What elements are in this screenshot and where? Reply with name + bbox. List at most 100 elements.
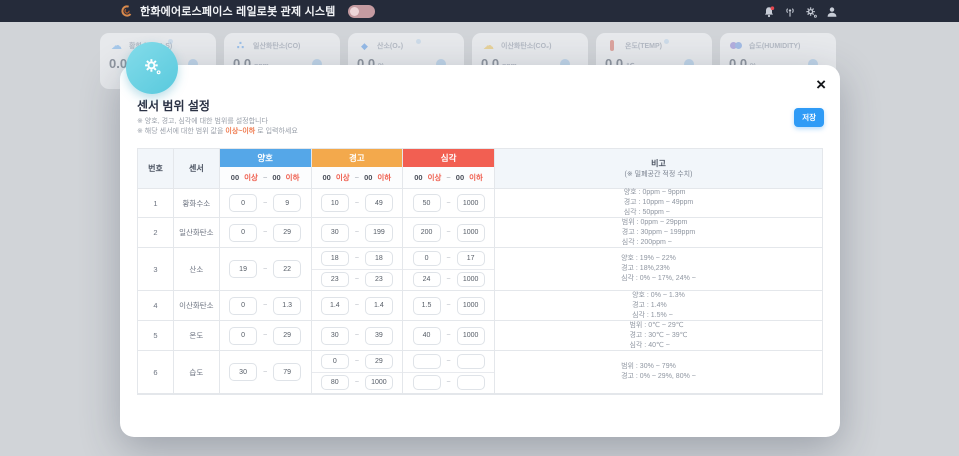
- warn-max-input[interactable]: [364, 250, 393, 266]
- row-number: 4: [138, 291, 174, 321]
- warn-subheader: 00 이상 ~ 00 이하: [311, 166, 403, 188]
- severe-min-input[interactable]: [412, 296, 441, 315]
- row-number: 3: [138, 248, 174, 291]
- warn-max-input[interactable]: [364, 296, 393, 315]
- toggle-knob: [349, 6, 359, 16]
- warn-min-input[interactable]: [320, 353, 349, 369]
- good-band: 양호: [219, 149, 311, 167]
- col-header-warn: 경고 00 이상 ~ 00 이하: [311, 149, 404, 189]
- warn-max-input[interactable]: [364, 353, 393, 369]
- row-number: 1: [138, 189, 174, 218]
- warn-band: 경고: [311, 149, 403, 167]
- header-toggle[interactable]: [347, 4, 375, 18]
- card-label: 습도(HUMIDITY): [749, 43, 801, 50]
- severe-max-input[interactable]: [456, 296, 485, 315]
- gear-icon: [143, 57, 161, 80]
- remark-cell: 양호 : 19% ~ 22% 경고 : 18%,23% 심각 : 0% ~ 17%,…: [494, 248, 822, 291]
- severe-min-input[interactable]: [412, 223, 441, 242]
- severe-subheader: 00 이상 ~ 00 이하: [403, 166, 494, 188]
- severe-max-input[interactable]: [456, 326, 485, 345]
- row-number: 6: [138, 351, 174, 394]
- bell-icon[interactable]: [763, 5, 775, 18]
- col-header-severe: 심각 00 이상 ~ 00 이하: [403, 149, 495, 189]
- good-subheader: 00 이상 ~ 00 이하: [219, 166, 311, 188]
- severe-min-input[interactable]: [412, 375, 441, 391]
- thermometer-icon: [605, 40, 620, 52]
- good-min-input[interactable]: [229, 326, 258, 345]
- sensor-name: 이산화탄소: [173, 291, 220, 321]
- good-min-input[interactable]: [229, 194, 258, 212]
- save-button[interactable]: 저장: [794, 108, 824, 127]
- warn-max-input[interactable]: [364, 272, 393, 288]
- severe-double-cell: ~ ~: [403, 248, 495, 291]
- diamond-icon: ◆: [361, 41, 368, 51]
- good-max-input[interactable]: [273, 223, 302, 242]
- severe-band: 심각: [403, 149, 494, 167]
- remark-cell: 양호 : 0% ~ 1.3% 경고 : 1.4% 심각 : 1.5% ~: [494, 291, 822, 321]
- settings-fab-button[interactable]: [126, 42, 178, 94]
- card-label: 산소(O₂): [377, 43, 404, 50]
- warn-min-input[interactable]: [320, 375, 349, 391]
- close-icon[interactable]: ×: [816, 75, 826, 94]
- good-min-input[interactable]: [229, 260, 258, 278]
- card-value: 0.0: [109, 56, 128, 71]
- severe-min-input[interactable]: [412, 326, 441, 345]
- severe-double-cell: ~ ~: [403, 351, 495, 394]
- app-title: 한화에어로스페이스 레일로봇 관제 시스템: [140, 6, 336, 18]
- good-max-input[interactable]: [273, 260, 302, 278]
- good-max-input[interactable]: [273, 363, 302, 381]
- severe-max-input[interactable]: [456, 272, 485, 288]
- warn-min-input[interactable]: [320, 250, 349, 266]
- severe-max-input[interactable]: [456, 353, 485, 369]
- table-row: 3 산소 ~ ~ ~ ~ ~ 양호 : 19% ~ 22%경고 : 18%,23…: [138, 248, 822, 291]
- severe-min-input[interactable]: [412, 250, 441, 266]
- antenna-icon[interactable]: [784, 5, 796, 17]
- sensor-range-table: 번호 센서 양호 00 이상 ~ 00 이하 경고 00 이상 ~ 00 이하 심각: [137, 148, 823, 395]
- molecule-icon: ∴: [236, 40, 245, 52]
- humidity-icon: [729, 40, 744, 52]
- sensor-name: 일산화탄소: [173, 218, 220, 248]
- user-icon[interactable]: [826, 5, 838, 17]
- warn-max-input[interactable]: [364, 194, 393, 212]
- col-header-good: 양호 00 이상 ~ 00 이하: [219, 149, 312, 189]
- warn-min-input[interactable]: [320, 296, 349, 315]
- modal-notes: ※ 양호, 경고, 심각에 대한 범위를 설정합니다 ※ 해당 센서에 대한 범…: [137, 117, 298, 137]
- severe-max-input[interactable]: [456, 223, 485, 242]
- cloud-icon: ☁: [111, 40, 122, 52]
- remark-cell: 범위 : 0℃ ~ 29℃ 경고 : 30℃ ~ 39℃ 심각 : 40℃ ~: [494, 321, 822, 351]
- good-max-input[interactable]: [273, 296, 302, 315]
- severe-max-input[interactable]: [456, 375, 485, 391]
- warn-min-input[interactable]: [320, 326, 349, 345]
- warn-max-input[interactable]: [364, 326, 393, 345]
- good-min-input[interactable]: [229, 363, 258, 381]
- col-header-sensor: 센서: [173, 149, 220, 189]
- severe-min-input[interactable]: [412, 194, 441, 212]
- table-header: 번호 센서 양호 00 이상 ~ 00 이하 경고 00 이상 ~ 00 이하 심각: [138, 149, 822, 189]
- warn-min-input[interactable]: [320, 223, 349, 242]
- warn-min-input[interactable]: [320, 272, 349, 288]
- table-row: 4 이산화탄소 ~ ~ ~ 양호 : 0% ~ 1.3%경고 : 1.4%심각 …: [138, 291, 822, 321]
- severe-max-input[interactable]: [456, 250, 485, 266]
- good-min-input[interactable]: [229, 296, 258, 315]
- sensor-name: 온도: [173, 321, 220, 351]
- table-row: 6 습도 ~ ~ ~ ~ ~ 범위 : 30% ~ 79%경고 : 0% ~ 2…: [138, 351, 822, 394]
- sensor-name: 습도: [173, 351, 220, 394]
- good-min-input[interactable]: [229, 223, 258, 242]
- severe-min-input[interactable]: [412, 272, 441, 288]
- card-label: 온도(TEMP): [625, 43, 662, 50]
- severe-max-input[interactable]: [456, 194, 485, 212]
- sensor-name: 산소: [173, 248, 220, 291]
- note-line-1: ※ 양호, 경고, 심각에 대한 범위를 설정합니다: [137, 118, 268, 125]
- good-max-input[interactable]: [273, 194, 302, 212]
- warn-max-input[interactable]: [364, 223, 393, 242]
- severe-min-input[interactable]: [412, 353, 441, 369]
- row-number: 5: [138, 321, 174, 351]
- good-max-input[interactable]: [273, 326, 302, 345]
- warn-max-input[interactable]: [364, 375, 393, 391]
- card-label: 일산화탄소(CO): [253, 43, 301, 50]
- gear-icon[interactable]: [805, 5, 817, 18]
- note-line-2: ※ 해당 센서에 대한 범위 값을 이상~이하 로 입력하세요: [137, 128, 298, 135]
- sensor-name: 황화수소: [173, 189, 220, 218]
- warn-min-input[interactable]: [320, 194, 349, 212]
